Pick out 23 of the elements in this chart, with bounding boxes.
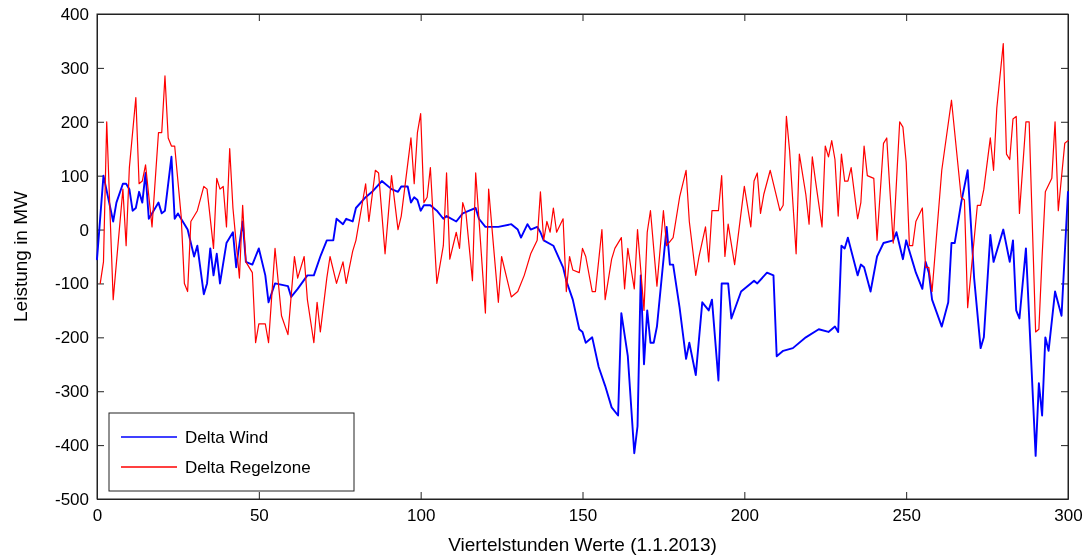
x-axis-title: Viertelstunden Werte (1.1.2013) (448, 534, 717, 555)
x-tick-label: 0 (92, 506, 103, 526)
legend-label: Delta Wind (185, 428, 269, 447)
legend-label: Delta Regelzone (185, 458, 311, 477)
x-tick-label: 300 (1054, 506, 1083, 526)
y-tick-label: 200 (60, 112, 89, 132)
y-tick-label: -100 (54, 274, 89, 294)
y-tick-label: -300 (54, 382, 89, 402)
x-tick-label: 100 (406, 506, 436, 526)
y-tick-label: 0 (79, 220, 89, 240)
x-tick-label: 50 (249, 506, 269, 526)
x-tick-label: 200 (730, 506, 760, 526)
y-tick-label: -400 (54, 436, 89, 456)
y-tick-label: -200 (54, 328, 89, 348)
y-axis-title: Leistung in MW (10, 190, 31, 322)
x-tick-label: 150 (568, 506, 598, 526)
line-series (99, 43, 1069, 344)
y-tick-label: 100 (60, 166, 89, 186)
y-tick-label: 400 (60, 4, 89, 24)
y-tick-label: 300 (60, 58, 89, 78)
line-series (96, 155, 1069, 457)
x-tick-label: 250 (892, 506, 921, 526)
y-tick-label: -500 (54, 489, 89, 509)
